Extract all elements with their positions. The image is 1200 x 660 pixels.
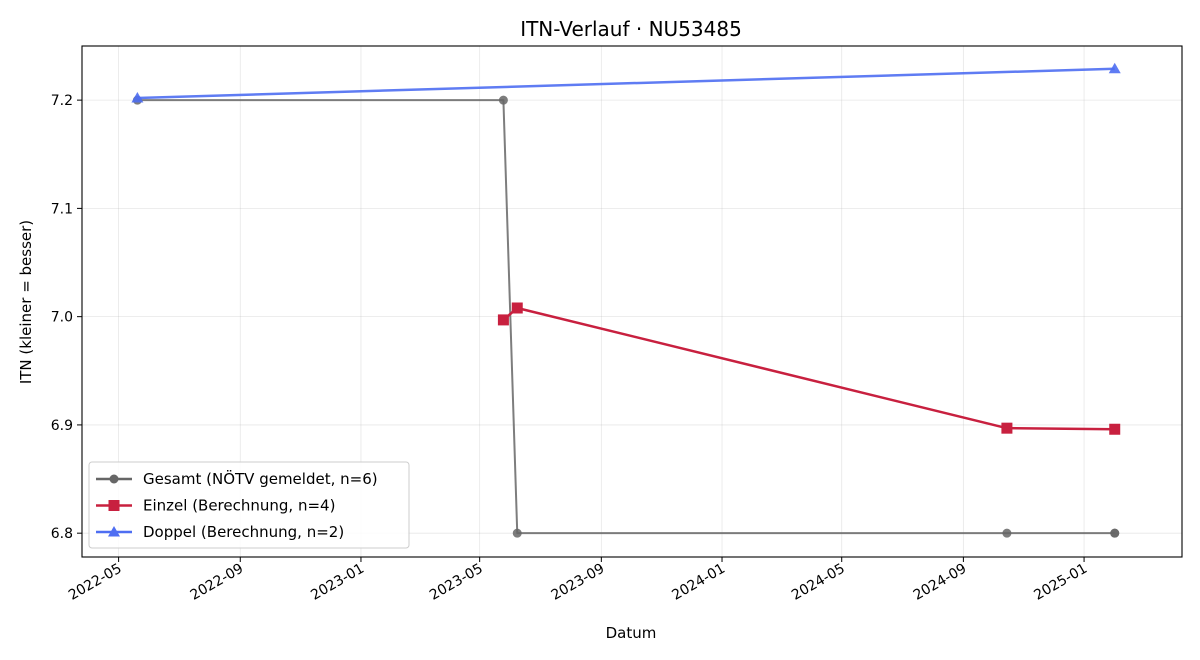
series-line xyxy=(137,67,1115,100)
series-3 xyxy=(131,62,1121,103)
data-point xyxy=(512,528,522,538)
chart-title: ITN-Verlauf · NU53485 xyxy=(520,17,742,41)
data-point xyxy=(1001,422,1013,434)
legend-swatch-marker xyxy=(109,474,119,484)
legend-label: Doppel (Berechnung, n=2) xyxy=(143,523,344,541)
y-tick-label: 7.2 xyxy=(51,93,73,109)
y-axis-title: ITN (kleiner = besser) xyxy=(17,220,35,384)
y-tick-label: 6.8 xyxy=(51,526,73,542)
x-tick-label: 2023-05 xyxy=(427,561,486,604)
legend-label: Einzel (Berechnung, n=4) xyxy=(143,497,335,515)
x-tick-label: 2023-01 xyxy=(308,561,367,604)
y-tick-label: 7.1 xyxy=(51,201,73,217)
plot-frame xyxy=(81,45,1183,558)
data-point xyxy=(497,314,509,326)
data-point xyxy=(1108,62,1121,74)
x-tick-label: 2024-09 xyxy=(911,561,970,604)
x-tick-label: 2024-05 xyxy=(789,561,848,604)
x-axis-title: Datum xyxy=(606,624,657,642)
legend-item: Doppel (Berechnung, n=2) xyxy=(96,523,344,541)
legend-swatch-marker xyxy=(108,526,120,537)
x-tick-label: 2022-05 xyxy=(66,561,125,604)
legend-item: Gesamt (NÖTV gemeldet, n=6) xyxy=(96,469,378,488)
data-point xyxy=(511,302,523,314)
legend: Gesamt (NÖTV gemeldet, n=6) Einzel (Berec… xyxy=(88,461,410,549)
data-point xyxy=(1002,528,1012,538)
legend-swatch-marker xyxy=(108,500,120,511)
data-point xyxy=(1109,423,1121,435)
x-tick-label: 2025-01 xyxy=(1031,561,1090,604)
x-tick-label: 2022-09 xyxy=(188,561,247,604)
legend-item: Einzel (Berechnung, n=4) xyxy=(96,497,335,515)
series-2 xyxy=(497,302,1121,435)
x-tick-label: 2024-01 xyxy=(669,561,728,604)
x-tick-label: 2023-09 xyxy=(549,561,608,604)
y-tick-label: 7.0 xyxy=(51,310,73,326)
series-line xyxy=(502,306,1115,431)
data-point xyxy=(131,91,144,103)
y-tick-label: 6.9 xyxy=(51,418,73,434)
data-point xyxy=(1110,528,1120,538)
legend-label: Gesamt (NÖTV gemeldet, n=6) xyxy=(143,469,378,488)
series-layer xyxy=(131,62,1121,538)
data-point xyxy=(498,95,508,105)
legend-box xyxy=(88,461,410,549)
